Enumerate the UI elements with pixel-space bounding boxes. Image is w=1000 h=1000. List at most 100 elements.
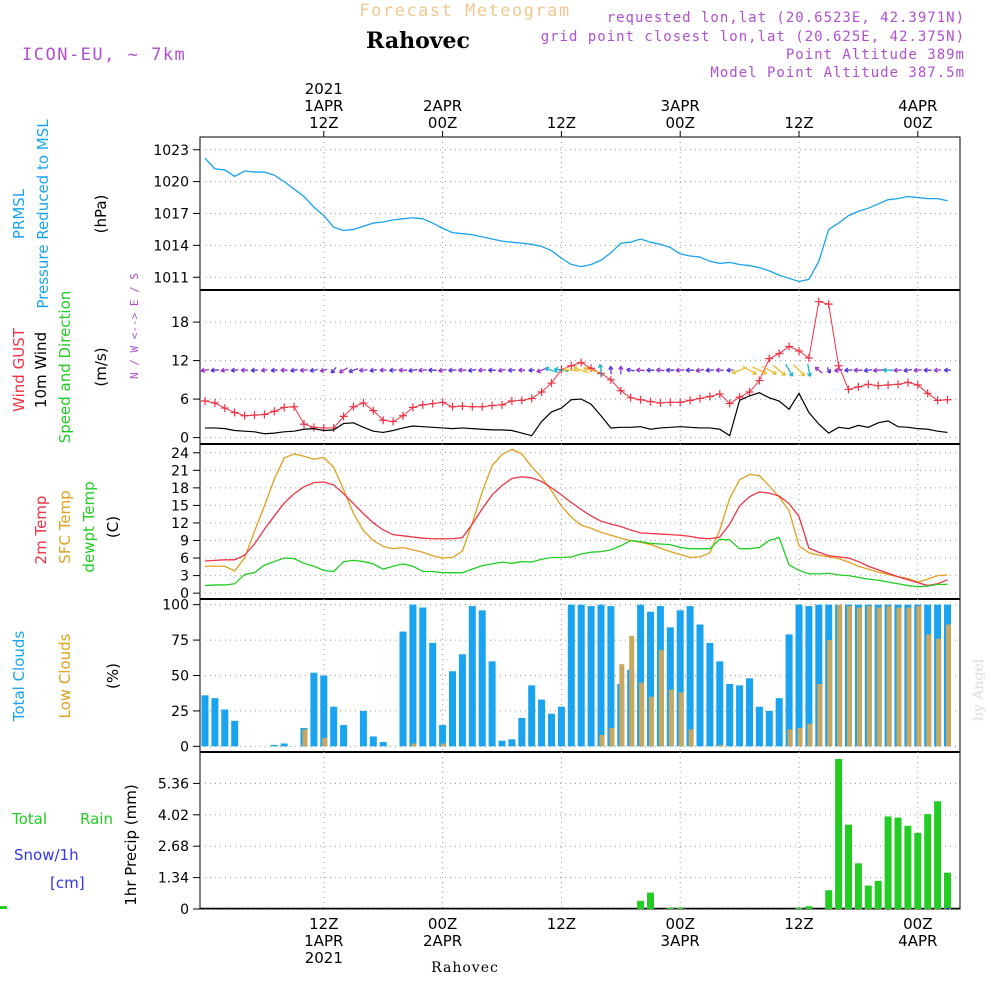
wind-gust-point — [230, 408, 239, 417]
wind-gust-point — [201, 397, 209, 406]
label-rain: Rain — [80, 810, 113, 828]
rain-bar — [835, 759, 843, 909]
wind-gust-point — [359, 398, 368, 407]
wind-direction-arrow — [389, 367, 397, 373]
wind-gust-point — [448, 402, 457, 411]
wind-gust-point — [458, 402, 467, 411]
total-cloud-bar — [785, 634, 793, 747]
wind-direction-arrow — [438, 367, 447, 373]
low-cloud-bar — [876, 607, 882, 747]
wind-direction-arrow — [933, 367, 942, 373]
wind-direction-arrow — [772, 364, 786, 376]
wind-gust-point — [280, 403, 289, 412]
wind-gust-point — [686, 396, 695, 405]
wind-gust-point — [399, 411, 407, 420]
rain-bar — [647, 892, 654, 909]
wind-gust-point — [933, 396, 942, 405]
label-ms: (m/s) — [92, 347, 110, 386]
label-10m-wind: 10m Wind — [32, 332, 50, 408]
wind-gust-point — [864, 380, 873, 389]
label-total: Total — [11, 810, 47, 828]
total-cloud-bar — [666, 627, 674, 747]
precip-labels: Total Rain Snow/1h [cm] 1hr Precip (mm) — [11, 784, 140, 905]
label-pressure-msl: Pressure Reduced to MSL — [34, 119, 52, 309]
wind-gust-line — [204, 300, 948, 429]
low-cloud-bar — [807, 723, 813, 747]
wind-direction-arrow — [369, 367, 377, 373]
wind-direction-arrow — [726, 367, 733, 373]
time-label-bottom: 00Z — [666, 915, 695, 933]
y-tick-label: 9 — [180, 534, 189, 550]
wind-direction-arrow — [330, 366, 337, 374]
y-tick-label: 21 — [171, 463, 189, 479]
wind-direction-arrow — [220, 367, 229, 373]
y-tick-label: 18 — [171, 481, 189, 497]
wind-gust-point — [210, 398, 219, 407]
total-cloud-bar — [330, 706, 338, 747]
wind-gust-point — [616, 386, 625, 395]
total-cloud-bar — [399, 631, 407, 747]
total-cloud-bar — [647, 611, 654, 747]
total-cloud-bar — [340, 725, 348, 747]
wind-gust-point — [646, 397, 655, 406]
wind-gust-point — [636, 395, 645, 404]
total-cloud-bar — [270, 744, 278, 747]
time-label-bottom: 12Z — [784, 915, 813, 933]
wind-direction-arrow — [695, 367, 705, 373]
header-requested: requested lon,lat (20.6523E, 42.3971N) — [607, 10, 965, 26]
wind-gust-point — [795, 346, 803, 355]
total-cloud-bar — [458, 654, 466, 747]
wind-gust-point — [676, 398, 685, 407]
wind-direction-arrow — [478, 367, 487, 373]
total-cloud-bar — [478, 610, 486, 747]
low-cloud-bar — [668, 689, 674, 747]
y-tick-label: 0 — [180, 586, 189, 602]
total-cloud-bar — [775, 698, 783, 747]
rain-bar — [884, 816, 892, 909]
rain-bar — [805, 906, 813, 909]
wind-gust-point — [498, 400, 506, 409]
wind-gust-point — [745, 388, 754, 397]
low-cloud-bar — [906, 607, 912, 747]
label-low-clouds: Low Clouds — [56, 633, 74, 718]
total-cloud-bar — [320, 675, 328, 747]
wind-direction-arrow — [428, 367, 437, 373]
wind-gust-point — [775, 349, 784, 358]
time-label-top: 4APR — [898, 97, 937, 115]
header-point-altitude: Point Altitude 389m — [786, 47, 965, 63]
total-cloud-bar — [676, 610, 684, 747]
wind-direction-arrow — [583, 366, 599, 373]
rain-bar — [944, 872, 951, 909]
wind-gust-point — [438, 398, 447, 407]
total-cloud-bar — [231, 720, 239, 747]
rain-bar — [676, 907, 684, 909]
label-sfc-temp: SFC Temp — [56, 490, 74, 563]
pressure-labels: PRMSL Pressure Reduced to MSL (hPa) — [10, 119, 110, 309]
total-cloud-bar — [607, 606, 615, 747]
wind-gust-point — [606, 375, 615, 384]
low-cloud-bar — [639, 682, 645, 747]
wind-direction-arrow — [826, 367, 832, 374]
rain-bar — [934, 801, 942, 909]
wind-direction-arrow — [656, 367, 665, 373]
header-station: Rahovec — [366, 28, 470, 54]
y-tick-label: 3 — [180, 569, 189, 585]
wind-direction-arrow — [665, 367, 675, 373]
wind-gust-point — [547, 379, 556, 388]
wind-gust-point — [656, 398, 665, 407]
wind-gust-point — [666, 398, 675, 407]
low-cloud-bar — [411, 743, 417, 747]
wind-direction-arrow — [903, 367, 913, 373]
wind-direction-arrow — [338, 367, 348, 374]
wind-gust-point — [250, 411, 259, 420]
time-label-bottom: 2021 — [305, 949, 343, 967]
wind-gust-point — [240, 411, 249, 420]
wind-gust-point — [577, 358, 586, 367]
total-cloud-bar — [567, 604, 575, 747]
total-cloud-bar — [468, 606, 476, 747]
low-cloud-bar — [302, 729, 308, 747]
total-cloud-bar — [538, 699, 546, 747]
wind-gust-point — [834, 361, 843, 370]
time-label-top: 2APR — [423, 97, 462, 115]
total-cloud-bar — [409, 604, 417, 747]
